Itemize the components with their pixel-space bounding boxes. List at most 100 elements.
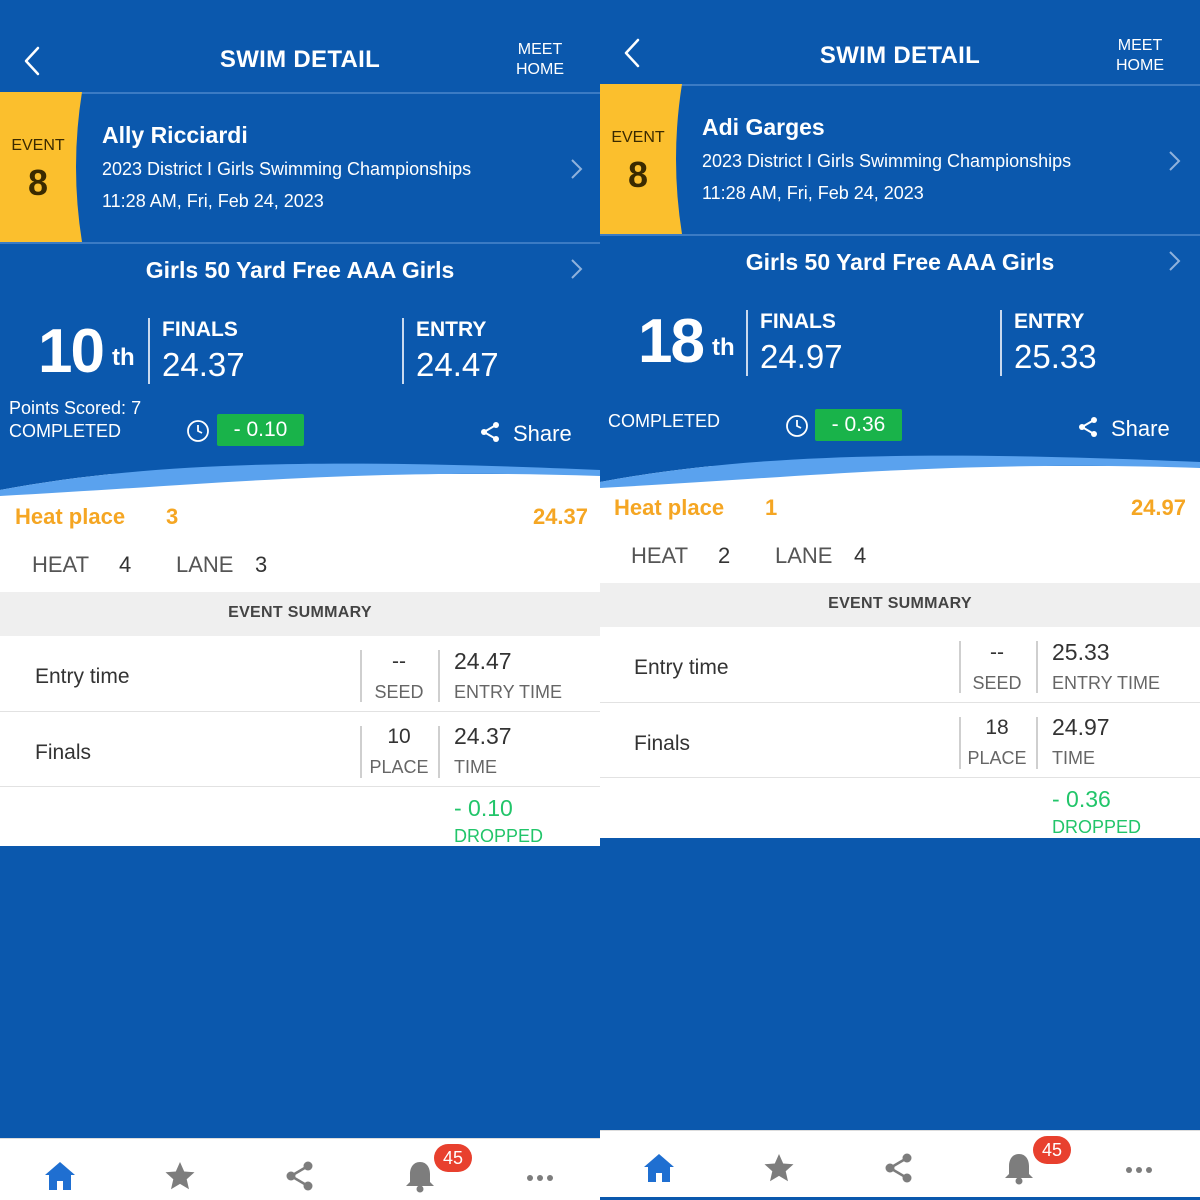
share-icon[interactable] <box>478 420 502 444</box>
place-label: PLACE <box>369 757 429 777</box>
swim-detail-panel-right: SWIM DETAIL MEET HOME EVENT 8 Adi Garges… <box>600 0 1200 1200</box>
share-icon[interactable] <box>1076 415 1100 439</box>
meet-home-button[interactable]: MEET HOME <box>1116 37 1164 74</box>
meet-name: 2023 District I Girls Swimming Champions… <box>702 151 1072 171</box>
bell-icon[interactable] <box>402 1158 438 1194</box>
entry-time-label: ENTRY TIME <box>454 682 563 702</box>
meet-date: 11:28 AM, Fri, Feb 24, 2023 <box>702 183 924 203</box>
seed-label: SEED <box>374 682 424 702</box>
back-chevron-icon[interactable] <box>618 36 646 70</box>
wave-divider <box>0 456 600 496</box>
bell-icon[interactable] <box>1001 1150 1037 1186</box>
swimmer-name: Adi Garges <box>702 114 825 140</box>
heat-time: 24.97 <box>1130 495 1186 520</box>
event-number: 8 <box>27 162 49 203</box>
time-diff-badge: - 0.36 <box>815 409 902 441</box>
seed-label: SEED <box>972 673 1022 693</box>
swim-info-card[interactable] <box>600 84 1200 236</box>
lane-label: LANE <box>176 552 234 577</box>
place-label: PLACE <box>967 748 1027 768</box>
meet-date: 11:28 AM, Fri, Feb 24, 2023 <box>102 191 324 211</box>
divider <box>402 318 404 384</box>
divider <box>959 641 961 693</box>
heat-place-label: Heat place <box>15 504 126 529</box>
event-number: 8 <box>627 154 649 195</box>
clock-icon <box>786 415 808 437</box>
finals-label: FINALS <box>760 310 836 333</box>
star-icon[interactable] <box>761 1150 797 1186</box>
meet-home-button[interactable]: MEET HOME <box>516 41 564 78</box>
swim-info-card[interactable] <box>0 92 600 244</box>
place-value: 18 <box>985 716 1009 739</box>
divider <box>360 650 362 702</box>
heat-place-label: Heat place <box>614 495 725 520</box>
entry-time-row-label: Entry time <box>35 665 130 688</box>
lane-value: 3 <box>255 552 268 577</box>
event-summary-title: EVENT SUMMARY <box>828 595 972 612</box>
home-icon[interactable] <box>641 1150 677 1186</box>
more-icon[interactable] <box>1121 1150 1157 1186</box>
divider <box>1036 641 1038 693</box>
divider <box>746 310 748 376</box>
share-tab-icon[interactable] <box>282 1158 318 1194</box>
event-summary-title: EVENT SUMMARY <box>228 604 372 621</box>
time-diff-badge: - 0.10 <box>217 414 304 446</box>
event-title[interactable]: Girls 50 Yard Free AAA Girls <box>745 249 1055 275</box>
divider <box>959 717 961 769</box>
divider <box>148 318 150 384</box>
event-label: EVENT <box>611 129 665 146</box>
heat-section <box>600 466 1200 838</box>
entry-time-row-label: Entry time <box>634 656 729 679</box>
entry-label: ENTRY <box>1014 310 1085 333</box>
finals-label: FINALS <box>162 318 238 341</box>
row-separator <box>600 702 1200 703</box>
lane-value: 4 <box>854 543 867 568</box>
notification-badge: 45 <box>1033 1136 1071 1164</box>
star-icon[interactable] <box>162 1158 198 1194</box>
chevron-right-icon[interactable] <box>568 257 584 281</box>
share-button[interactable]: Share <box>1111 416 1170 441</box>
share-tab-icon[interactable] <box>881 1150 917 1186</box>
chevron-right-icon[interactable] <box>1166 249 1182 273</box>
back-chevron-icon[interactable] <box>18 44 46 78</box>
divider <box>438 726 440 778</box>
event-summary-bar <box>600 583 1200 627</box>
status-text: COMPLETED <box>9 421 122 441</box>
points-scored: Points Scored: 7 <box>9 398 142 418</box>
share-button[interactable]: Share <box>513 421 572 446</box>
row-separator <box>600 777 1200 778</box>
page-title: SWIM DETAIL <box>219 46 381 73</box>
lane-label: LANE <box>775 543 833 568</box>
heat-value: 4 <box>119 552 132 577</box>
entry-time-value: 24.47 <box>454 648 512 674</box>
event-label: EVENT <box>11 137 65 154</box>
entry-time: 25.33 <box>1014 338 1097 375</box>
heat-section <box>0 474 600 846</box>
finals-row-label: Finals <box>35 741 92 764</box>
entry-label: ENTRY <box>416 318 487 341</box>
dropped-label: DROPPED <box>1052 817 1142 837</box>
home-icon[interactable] <box>42 1158 78 1194</box>
place-suffix: th <box>712 334 735 361</box>
heat-place-value: 3 <box>166 504 179 529</box>
finals-time-label: TIME <box>454 757 497 777</box>
chevron-right-icon[interactable] <box>1166 149 1182 173</box>
chevron-right-icon[interactable] <box>568 157 584 181</box>
row-separator <box>0 786 600 787</box>
heat-time: 24.37 <box>532 504 588 529</box>
swim-detail-panel-left: SWIM DETAIL MEET HOME EVENT 8 Ally Ricci… <box>0 41 600 1200</box>
place-number: 18 <box>638 307 705 376</box>
event-title[interactable]: Girls 50 Yard Free AAA Girls <box>145 257 455 283</box>
notification-badge: 45 <box>434 1144 472 1172</box>
divider <box>438 650 440 702</box>
seed-value: -- <box>392 650 406 673</box>
heat-value: 2 <box>718 543 731 568</box>
heat-place-value: 1 <box>765 495 778 520</box>
clock-icon <box>187 420 209 442</box>
finals-time-value: 24.37 <box>454 723 512 749</box>
divider <box>360 726 362 778</box>
entry-time-label: ENTRY TIME <box>1052 673 1161 693</box>
event-summary-bar <box>0 592 600 636</box>
more-icon[interactable] <box>522 1158 558 1194</box>
swimmer-name: Ally Ricciardi <box>102 122 248 148</box>
